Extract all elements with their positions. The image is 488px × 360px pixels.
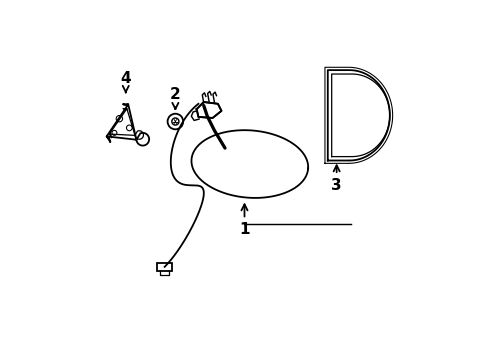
Bar	[157, 263, 172, 271]
Text: 3: 3	[331, 165, 341, 193]
Text: 1: 1	[239, 204, 249, 237]
Text: 2: 2	[170, 87, 181, 109]
Text: 4: 4	[120, 72, 131, 93]
Polygon shape	[196, 102, 221, 118]
